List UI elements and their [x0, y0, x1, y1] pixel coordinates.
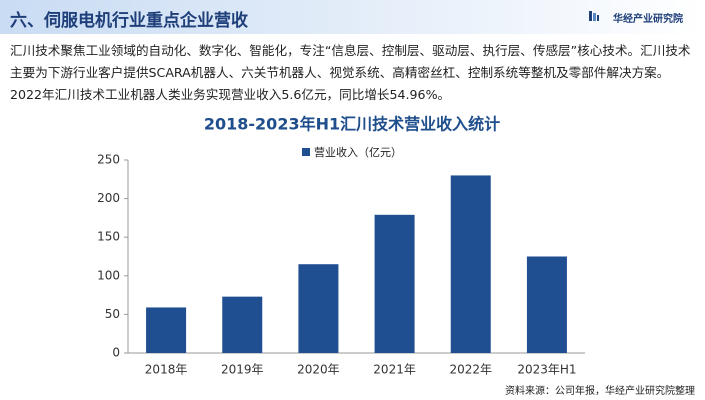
y-tick-label: 200 — [97, 191, 120, 205]
legend-swatch — [302, 148, 310, 156]
header-title: 六、伺服电机行业重点企业营收 — [10, 11, 248, 31]
y-tick-label: 150 — [97, 230, 120, 244]
paragraph: 汇川技术聚焦工业领域的自动化、数字化、智能化，专注“信息层、控制层、驱动层、执行… — [10, 43, 691, 102]
bar — [146, 307, 187, 353]
legend-label: 营业收入（亿元） — [314, 145, 402, 159]
source: 资料来源：公司年报，华经产业研究院整理 — [505, 384, 695, 397]
x-tick-label: 2018年 — [145, 363, 188, 377]
x-tick-label: 2023年H1 — [517, 363, 576, 377]
y-tick-label: 50 — [105, 307, 120, 321]
brand: 华经产业研究院 — [613, 14, 683, 25]
x-tick-label: 2021年 — [373, 363, 416, 377]
header-bar: 六、伺服电机行业重点企业营收 华经产业研究院 — [0, 0, 705, 34]
bar — [450, 175, 491, 353]
y-tick-label: 100 — [97, 268, 120, 282]
x-tick-label: 2020年 — [297, 363, 340, 377]
x-tick-label: 2022年 — [449, 363, 492, 377]
bar — [298, 264, 339, 353]
chart-title: 2018-2023年H1汇川技术营业收入统计 — [204, 115, 500, 134]
logo — [589, 11, 599, 21]
y-tick-label: 0 — [112, 346, 120, 360]
bar — [222, 296, 263, 353]
bar — [526, 256, 567, 353]
x-tick-label: 2019年 — [221, 363, 264, 377]
bar — [374, 214, 415, 353]
y-tick-label: 250 — [97, 153, 120, 167]
